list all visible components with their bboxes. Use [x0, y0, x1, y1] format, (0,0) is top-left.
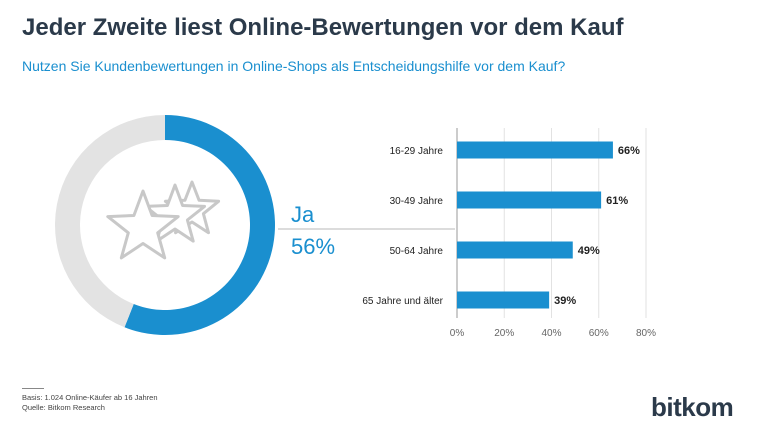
footer-divider: [22, 388, 44, 389]
bar: [457, 141, 613, 159]
bar-category-label: 65 Jahre und älter: [362, 296, 443, 307]
bar: [457, 191, 602, 209]
donut-slice-rest: [55, 115, 165, 328]
bar-gridlines: [456, 128, 647, 318]
x-tick-label: 0%: [450, 328, 465, 339]
donut-label: Ja: [291, 202, 315, 227]
footer-source: Quelle: Bitkom Research: [22, 403, 105, 412]
bar-chart: 16-29 Jahre 66% 30-49 Jahre 61% 50-64 Jahre 4…: [362, 141, 640, 309]
x-tick-label: 60%: [589, 328, 609, 339]
x-tick-label: 40%: [541, 328, 561, 339]
donut-value-label: 56%: [291, 234, 335, 259]
stars-icon: [106, 180, 221, 260]
chart-title: Jeder Zweite liest Online-Bewertungen vo…: [22, 14, 624, 41]
bitkom-logo: bitkom: [651, 392, 734, 422]
bar-value-label: 61%: [606, 195, 628, 207]
bar-category-label: 30-49 Jahre: [390, 196, 444, 207]
bar-category-label: 50-64 Jahre: [390, 246, 444, 257]
donut-slice-ja: [124, 115, 275, 335]
footer-basis: Basis: 1.024 Online-Käufer ab 16 Jahren: [22, 393, 158, 402]
star-icon-front: [106, 189, 180, 260]
bar-value-label: 39%: [554, 295, 576, 307]
x-tick-labels: 0% 20% 40% 60% 80%: [450, 328, 656, 339]
bar-value-label: 49%: [578, 245, 600, 257]
bar: [457, 241, 573, 259]
x-tick-label: 80%: [636, 328, 656, 339]
star-icon-middle: [144, 183, 206, 243]
bar-value-label: 66%: [618, 145, 640, 157]
x-tick-label: 20%: [494, 328, 514, 339]
bar-category-label: 16-29 Jahre: [390, 146, 444, 157]
footer: Basis: 1.024 Online-Käufer ab 16 Jahren …: [22, 393, 158, 413]
bar: [457, 291, 550, 309]
donut-chart: [55, 115, 275, 335]
chart-subtitle: Nutzen Sie Kundenbewertungen in Online-S…: [22, 58, 566, 74]
